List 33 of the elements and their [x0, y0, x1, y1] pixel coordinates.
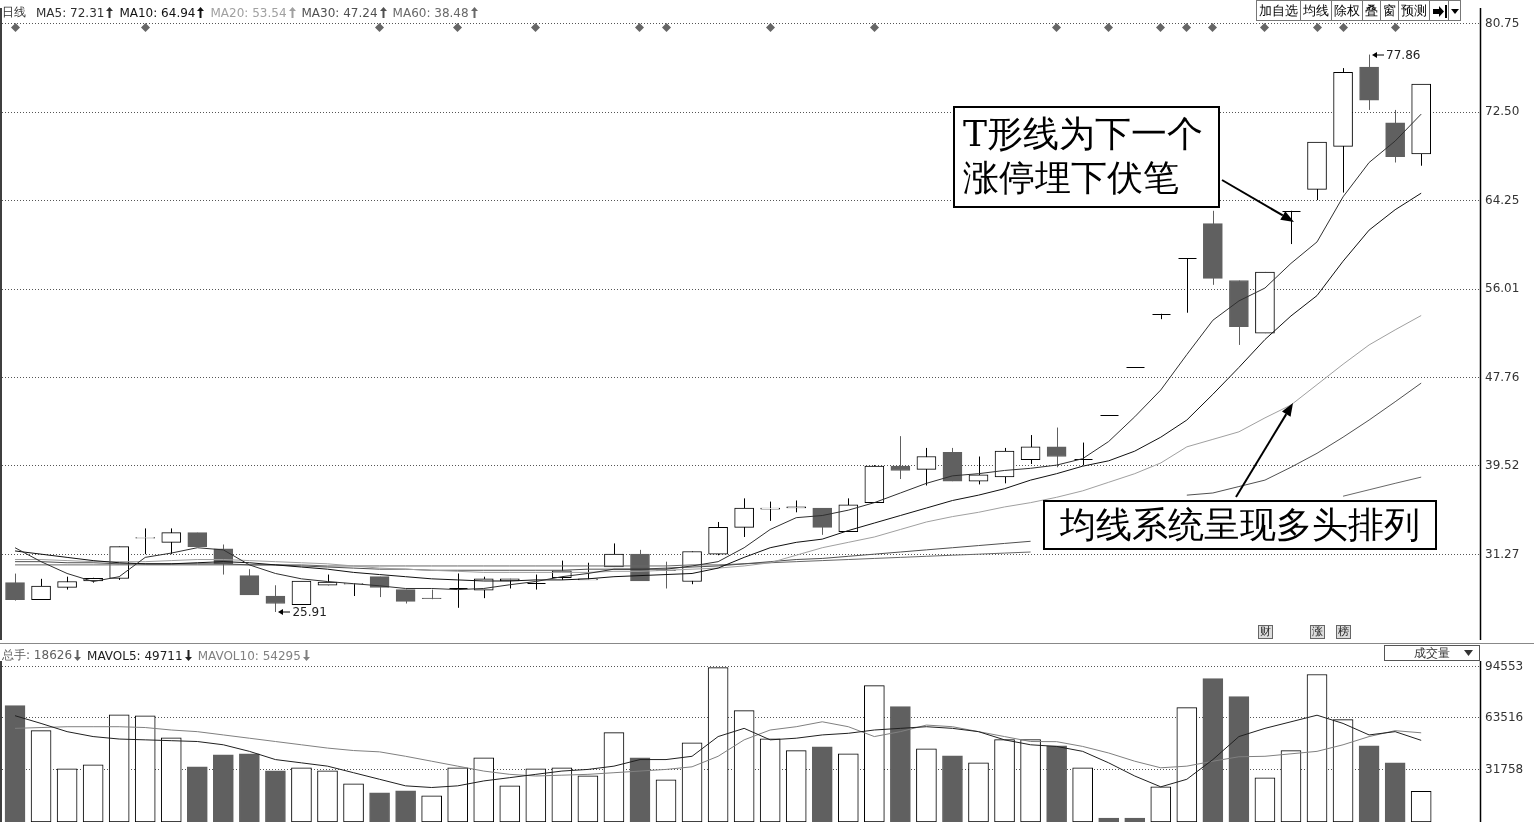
- y-tick-label: 94553: [1485, 658, 1524, 673]
- y-tick-label: 64.25: [1485, 192, 1520, 207]
- legend-label: MAVOL10: 54295: [197, 648, 301, 663]
- y-tick-label: 80.75: [1485, 15, 1520, 30]
- annotation: 25.91: [292, 604, 327, 620]
- legend-label: MA30: 47.24: [301, 5, 378, 20]
- y-tick-label: 72.50: [1485, 104, 1520, 119]
- annotation: 除权: [1331, 0, 1363, 21]
- legend-label: MA20: 53.54: [210, 5, 287, 20]
- y-tick-label: 47.76: [1485, 369, 1520, 384]
- legend-label: MA5: 72.31: [36, 5, 105, 20]
- y-tick-label: 31758: [1485, 761, 1524, 776]
- legend-label: 总手: 18626: [2, 647, 73, 664]
- annotation: T形线为下一个涨停埋下伏笔: [953, 106, 1220, 208]
- y-tick-label: 39.52: [1485, 458, 1520, 473]
- annotation: 预测: [1398, 0, 1430, 21]
- annotation: 均线系统呈现多头排列: [1043, 500, 1437, 550]
- annotation: 榜: [1336, 625, 1352, 639]
- y-tick-label: 63516: [1485, 709, 1524, 724]
- annotation: 叠: [1362, 0, 1381, 21]
- chart-title: 成交量: [1414, 644, 1450, 662]
- annotation: 加自选: [1256, 0, 1301, 21]
- y-tick-label: 31.27: [1485, 546, 1520, 561]
- legend-label: MA10: 64.94: [119, 5, 196, 20]
- annotation: 窗: [1380, 0, 1399, 21]
- legend-label: MAVOL5: 49711: [87, 648, 183, 663]
- legend-title: 日线: [2, 4, 26, 21]
- annotation: 财: [1257, 625, 1273, 639]
- annotation: 涨: [1310, 625, 1326, 639]
- annotation: 均线: [1300, 0, 1332, 21]
- annotation: 77.86: [1386, 46, 1421, 63]
- legend-label: MA60: 38.48: [392, 5, 469, 20]
- y-tick-label: 56.01: [1485, 281, 1520, 296]
